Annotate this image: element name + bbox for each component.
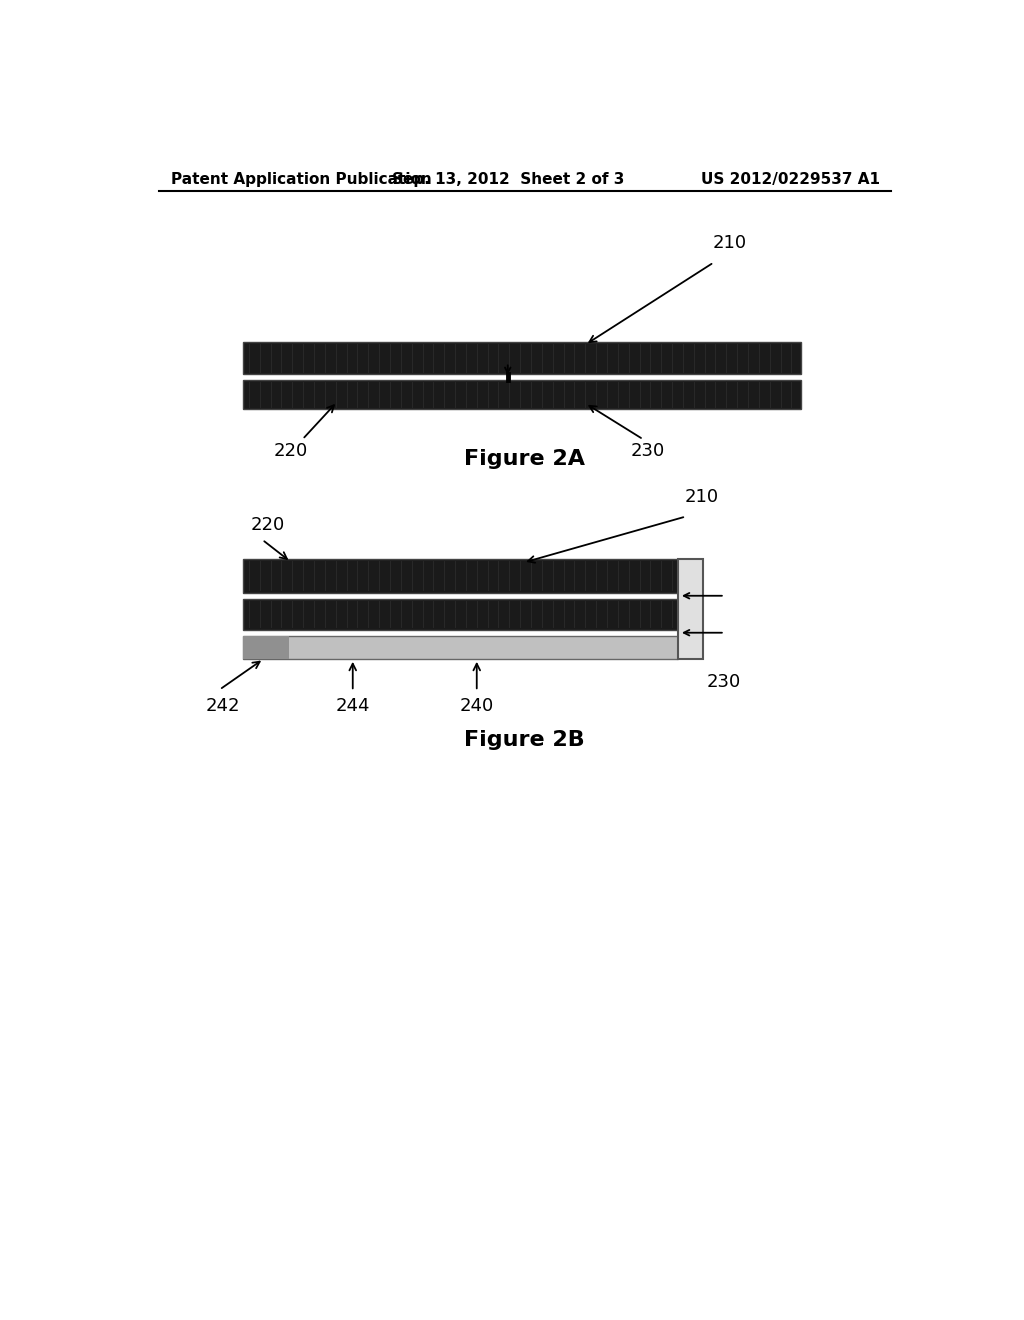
Bar — [243, 636, 289, 659]
Text: 210: 210 — [684, 487, 719, 506]
Bar — [243, 558, 678, 593]
Text: 220: 220 — [273, 442, 308, 459]
Text: 220: 220 — [251, 516, 285, 535]
Text: US 2012/0229537 A1: US 2012/0229537 A1 — [700, 173, 880, 187]
Text: Figure 2B: Figure 2B — [465, 730, 585, 750]
Bar — [243, 636, 678, 659]
Text: 242: 242 — [206, 697, 240, 715]
Bar — [243, 342, 801, 374]
Text: 210: 210 — [713, 234, 746, 252]
Text: 244: 244 — [336, 697, 370, 715]
Text: 240: 240 — [460, 697, 494, 715]
Bar — [243, 599, 678, 630]
Text: 230: 230 — [707, 673, 741, 690]
Text: Sep. 13, 2012  Sheet 2 of 3: Sep. 13, 2012 Sheet 2 of 3 — [391, 173, 624, 187]
Text: 230: 230 — [630, 442, 665, 459]
Text: Figure 2A: Figure 2A — [464, 449, 586, 469]
Bar — [678, 558, 703, 659]
Text: Patent Application Publication: Patent Application Publication — [171, 173, 431, 187]
Bar — [243, 380, 801, 409]
